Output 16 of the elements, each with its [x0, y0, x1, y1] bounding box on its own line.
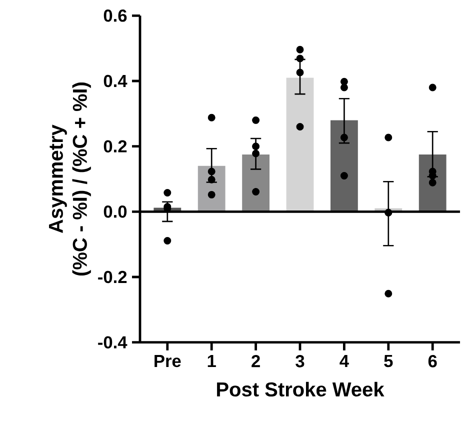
x-axis-title: Post Stroke Week	[217, 382, 384, 397]
y-tick-label: 0.0	[104, 206, 127, 218]
x-tick-label: 3	[296, 355, 304, 368]
x-tick-label: 1	[208, 355, 216, 367]
y-tick-label: 0.2	[104, 140, 127, 152]
text: Asymmetry	[49, 124, 67, 233]
text: (%C - %I) / (%C + %I)	[72, 82, 91, 276]
y-tick-label: 0.4	[104, 74, 128, 88]
y-tick-label: 0.6	[104, 10, 127, 22]
x-tick-label: 5	[384, 355, 393, 368]
x-tick-label: 4	[340, 355, 349, 367]
x-tick-label: Pre	[154, 355, 181, 368]
x-tick-label: 6	[428, 355, 437, 368]
x-tick-label: 2	[252, 355, 260, 368]
y-tick-label: -0.2	[98, 270, 127, 284]
y-tick-label: -0.4	[98, 336, 128, 348]
